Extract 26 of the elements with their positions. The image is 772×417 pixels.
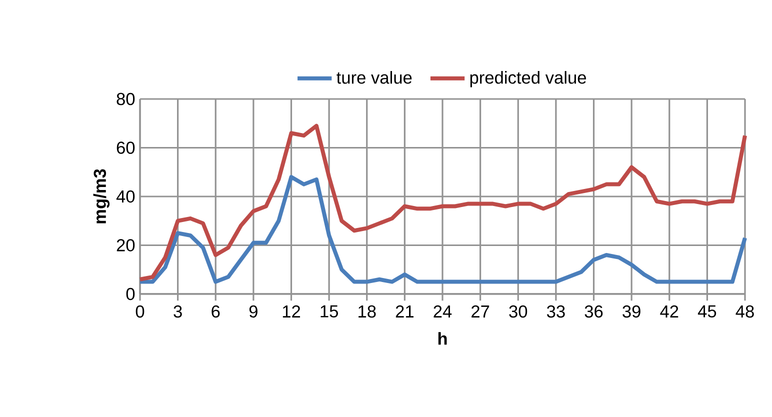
x-axis-title: h (438, 332, 447, 345)
y-tick-label: 40 (116, 190, 135, 203)
legend-label: ture value (336, 71, 412, 84)
x-tick-label: 0 (136, 305, 144, 318)
x-tick-label: 30 (509, 305, 528, 318)
y-tick-label: 20 (116, 239, 135, 252)
x-tick-label: 39 (622, 305, 640, 318)
x-tick-label: 15 (320, 305, 338, 318)
x-tick-label: 42 (660, 305, 678, 318)
y-tick-label: 0 (126, 288, 135, 300)
x-tick-label: 21 (396, 305, 414, 318)
x-tick-label: 27 (472, 305, 490, 318)
x-tick-label: 3 (174, 305, 182, 318)
x-tick-label: 18 (358, 305, 376, 318)
legend-label: predicted value (470, 71, 586, 88)
y-tick-label: 60 (116, 142, 135, 154)
x-tick-label: 12 (282, 305, 300, 318)
x-tick-label: 45 (698, 305, 716, 318)
x-tick-label: 24 (434, 305, 452, 318)
x-tick-label: 48 (736, 305, 754, 318)
x-tick-label: 6 (212, 305, 220, 318)
x-tick-label: 9 (249, 305, 258, 318)
x-tick-label: 36 (584, 305, 603, 318)
y-axis-title: mg/m3 (93, 169, 110, 224)
y-tick-label: 80 (116, 92, 135, 106)
x-tick-label: 33 (546, 305, 565, 318)
